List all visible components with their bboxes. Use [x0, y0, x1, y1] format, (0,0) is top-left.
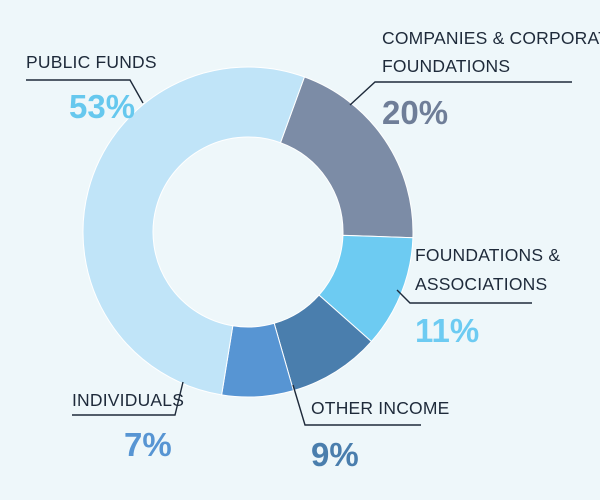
slice-label-companies-and-corporate-foundations: FOUNDATIONS	[382, 56, 510, 76]
slice-public-funds	[82, 66, 306, 396]
slice-value-companies-and-corporate-foundations: 20%	[382, 94, 448, 131]
donut-labels: COMPANIES & CORPORATE FOUNDATIONS 20% FOUND…	[26, 28, 600, 473]
slice-label-foundations-and-associations: ASSOCIATIONS	[415, 274, 547, 294]
slice-label-other-income: OTHER INCOME	[311, 398, 450, 418]
slice-companies-and-corporate-foundations	[279, 76, 414, 239]
donut-slices	[82, 66, 414, 398]
slice-label-foundations-and-associations: FOUNDATIONS &	[415, 245, 560, 265]
leader-line-public-funds	[26, 79, 144, 104]
slice-value-foundations-and-associations: 11%	[415, 312, 479, 349]
slice-value-public-funds: 53%	[69, 88, 135, 125]
slice-label-companies-and-corporate-foundations: COMPANIES & CORPORATE	[382, 28, 600, 48]
slice-label-individuals: INDIVIDUALS	[72, 390, 184, 410]
slice-value-individuals: 7%	[124, 426, 172, 463]
slice-label-public-funds: PUBLIC FUNDS	[26, 52, 157, 72]
leader-line-other-income	[292, 384, 421, 426]
slice-value-other-income: 9%	[311, 436, 359, 473]
leader-line-individuals	[72, 381, 184, 416]
leader-line-foundations-and-associations	[396, 289, 532, 304]
leader-line-companies-and-corporate-foundations	[349, 81, 572, 106]
